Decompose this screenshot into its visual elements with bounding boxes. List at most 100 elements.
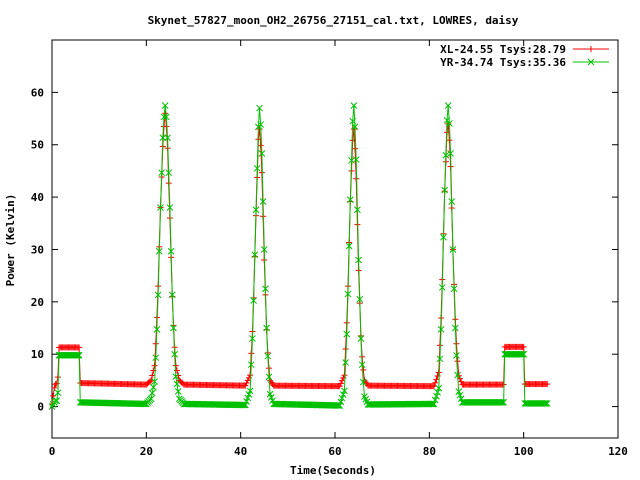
series-yr: [48, 102, 551, 410]
data-point: [243, 398, 250, 405]
data-point: [149, 372, 156, 379]
axis-ticks: 0 20 40 60 80 100 120 0 10 20 30 40 50 60: [31, 40, 628, 458]
data-point: [246, 387, 254, 395]
x-tick-label: 80: [423, 445, 436, 458]
data-point: [53, 380, 60, 387]
data-point: [335, 402, 342, 409]
data-point: [164, 134, 171, 142]
series-layer: [48, 102, 551, 410]
legend-entry-yr: YR-34.74 Tsys:35.36: [440, 56, 609, 69]
data-point: [242, 401, 249, 409]
data-point: [52, 397, 59, 405]
legend-marker-glyph: [588, 46, 594, 52]
data-point: [244, 394, 252, 402]
data-point: [75, 351, 83, 359]
data-point: [430, 400, 438, 408]
data-point: [151, 362, 158, 369]
data-point: [146, 378, 153, 385]
data-point: [360, 366, 367, 373]
data-point: [170, 324, 177, 332]
data-point: [497, 399, 505, 406]
data-point: [433, 376, 440, 383]
data-point: [500, 399, 507, 406]
data-point: [336, 383, 343, 390]
data-point: [431, 396, 439, 404]
data-point: [349, 137, 356, 144]
data-point: [259, 198, 267, 205]
data-point: [354, 206, 361, 214]
data-point: [257, 121, 265, 128]
legend-marker-glyph: [587, 58, 595, 66]
data-point: [520, 343, 527, 350]
data-point: [168, 291, 176, 299]
y-axis-label: Power (Kelvin): [4, 194, 17, 287]
data-point: [260, 246, 268, 253]
data-point: [257, 142, 264, 149]
data-point: [443, 116, 451, 124]
data-point: [352, 145, 359, 152]
data-point: [140, 400, 148, 408]
x-tick-label: 40: [234, 445, 247, 458]
y-tick-label: 10: [31, 348, 44, 361]
y-tick-label: 20: [31, 296, 44, 309]
data-point: [436, 355, 444, 363]
data-point: [252, 206, 260, 214]
y-tick-label: 40: [31, 191, 44, 204]
data-point: [171, 350, 178, 358]
data-point: [339, 377, 346, 384]
data-point: [438, 284, 446, 291]
data-point: [449, 246, 457, 253]
data-point: [147, 395, 155, 403]
data-point: [244, 377, 251, 384]
data-point: [148, 389, 156, 397]
data-point: [172, 373, 180, 380]
data-point: [256, 104, 263, 112]
data-point: [258, 150, 266, 157]
data-point: [352, 156, 360, 163]
x-tick-label: 100: [514, 445, 534, 458]
data-point: [349, 117, 357, 125]
data-point: [542, 400, 550, 407]
y-tick-label: 50: [31, 139, 44, 152]
legend: XL-24.55 Tsys:28.79 YR-34.74 Tsys:35.36: [440, 43, 609, 69]
data-point: [520, 350, 528, 358]
data-point: [54, 389, 62, 397]
data-point: [450, 285, 458, 293]
data-point: [262, 285, 269, 293]
data-point: [454, 358, 461, 365]
series-xl: [49, 110, 551, 407]
data-point: [253, 164, 261, 172]
data-point: [337, 380, 344, 387]
legend-marker-yr: [587, 58, 595, 66]
x-tick-label: 60: [328, 445, 341, 458]
plot-frame: [51, 39, 619, 439]
data-point: [173, 380, 181, 388]
x-tick-label: 0: [49, 445, 56, 458]
data-point: [163, 113, 170, 121]
data-point: [350, 126, 357, 133]
data-point: [434, 388, 441, 396]
data-point: [441, 186, 449, 194]
data-point: [342, 359, 349, 366]
data-point: [157, 204, 164, 211]
data-point: [446, 137, 453, 144]
data-point: [345, 242, 353, 250]
data-point: [357, 335, 365, 342]
series-line: [51, 105, 548, 407]
legend-entry-xl: XL-24.55 Tsys:28.79: [440, 43, 609, 56]
data-point: [242, 382, 249, 389]
chart-title: Skynet_57827_moon_OH2_26756_27151_cal.tx…: [148, 14, 519, 27]
data-point: [341, 387, 348, 395]
data-point: [517, 350, 525, 358]
data-point: [440, 233, 447, 241]
data-point: [343, 330, 351, 338]
data-point: [359, 378, 367, 386]
y-tick-label: 60: [31, 86, 44, 99]
data-point: [337, 398, 345, 406]
data-point: [355, 256, 362, 264]
data-point: [543, 400, 551, 407]
data-point: [154, 291, 162, 299]
data-point: [247, 372, 254, 379]
data-point: [150, 383, 157, 391]
data-point: [346, 196, 354, 204]
